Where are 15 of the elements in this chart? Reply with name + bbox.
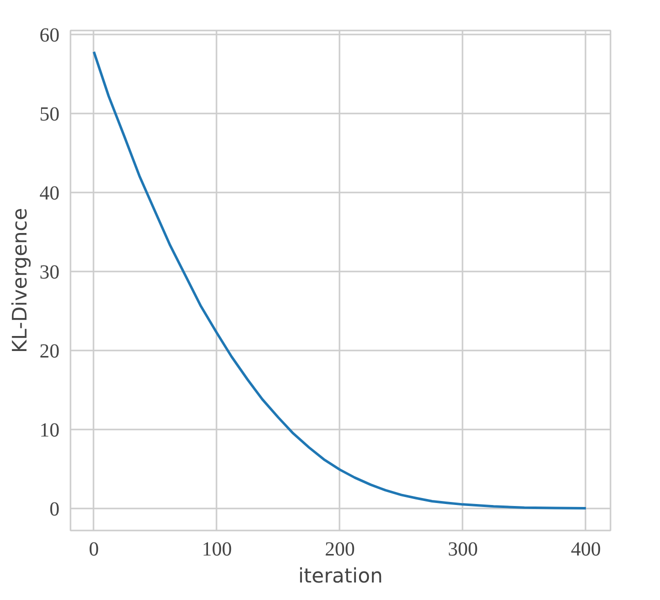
y-tick-label: 60 xyxy=(40,24,60,46)
y-tick-label: 0 xyxy=(50,498,60,520)
x-tick-label: 200 xyxy=(324,538,355,560)
y-axis-title: KL-Divergence xyxy=(8,208,32,354)
x-axis-title: iteration xyxy=(298,564,383,588)
x-tick-label: 0 xyxy=(88,538,99,560)
y-tick-label: 40 xyxy=(40,182,60,204)
x-tick-label: 300 xyxy=(448,538,478,560)
x-tick-label: 100 xyxy=(202,538,232,560)
line-series xyxy=(92,50,588,510)
x-tick-label: 400 xyxy=(570,538,601,560)
y-tick-label: 10 xyxy=(40,419,60,442)
y-tick-label: 20 xyxy=(40,340,60,362)
y-tick-label: 50 xyxy=(40,103,60,126)
y-tick-label: 30 xyxy=(40,261,60,284)
